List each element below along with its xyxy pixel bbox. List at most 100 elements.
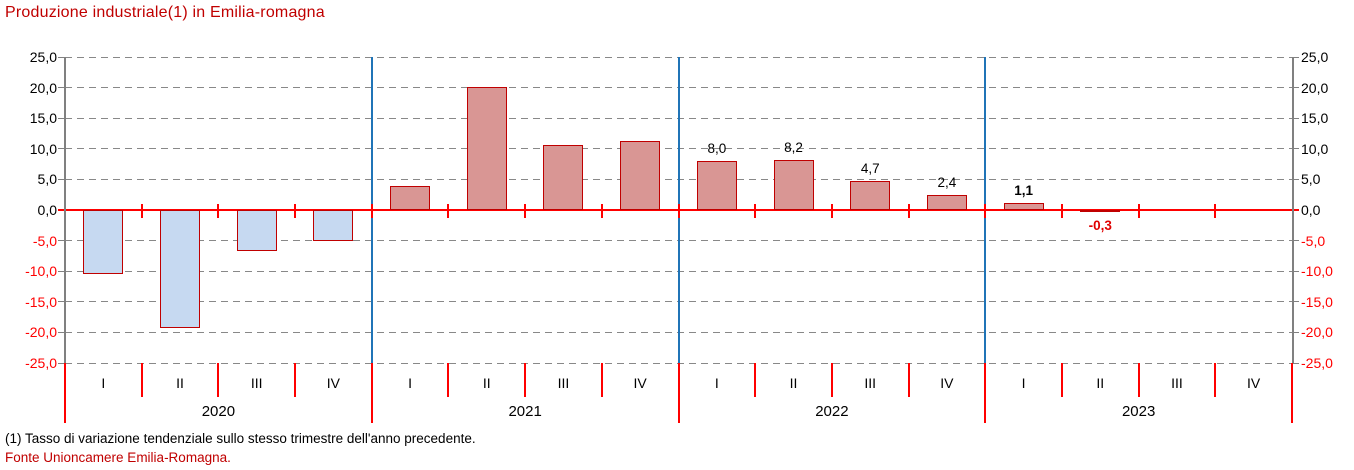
bar-2021-II	[466, 86, 507, 210]
zero-line-quarter-tick	[754, 204, 757, 218]
zero-line-quarter-tick	[1060, 204, 1063, 218]
zero-line-quarter-tick	[524, 204, 527, 218]
chart-title: Produzione industriale(1) in Emilia-roma…	[5, 4, 325, 21]
quarter-label: I	[408, 375, 413, 391]
y-tick-right	[1292, 331, 1299, 333]
year-label: 2021	[508, 403, 542, 420]
quarter-label: III	[250, 375, 263, 391]
y-axis-label-left: 25,0	[29, 49, 57, 65]
y-axis-label-left: 10,0	[29, 140, 57, 157]
y-tick-left	[58, 362, 65, 364]
y-tick-right	[1292, 362, 1299, 364]
y-axis-label-left: -10,0	[25, 263, 57, 280]
bar-2021-IV	[620, 140, 661, 210]
y-axis-label-right: 0,0	[1301, 202, 1321, 218]
year-divider-line	[1291, 363, 1293, 423]
y-tick-right	[1292, 56, 1299, 58]
zero-line-quarter-tick	[447, 204, 450, 218]
quarter-divider-line	[447, 363, 450, 397]
bar-2022-II	[773, 159, 814, 210]
bar-2023-I	[1003, 203, 1044, 210]
zero-line-quarter-tick	[830, 204, 833, 218]
y-tick-left	[58, 148, 65, 150]
bar-2021-III	[543, 144, 584, 210]
y-tick-left	[58, 331, 65, 333]
year-divider-line	[677, 363, 680, 423]
quarter-divider-line	[754, 363, 757, 397]
quarter-label: IV	[1247, 375, 1261, 391]
y-tick-left	[58, 240, 65, 242]
quarter-label: IV	[633, 375, 647, 391]
y-axis-label-right: -20,0	[1301, 324, 1333, 341]
y-axis-label-left: 15,0	[29, 110, 57, 127]
y-axis-label-left: -20,0	[25, 324, 57, 341]
quarter-label: I	[101, 375, 106, 391]
y-tick-right	[1292, 117, 1299, 119]
bar-2022-III	[850, 181, 891, 210]
y-tick-right	[1292, 301, 1299, 303]
quarter-label: III	[1171, 375, 1183, 391]
y-tick-right	[1292, 148, 1299, 150]
quarter-divider-line	[907, 363, 910, 397]
bar-value-label: 8,0	[707, 141, 727, 157]
quarter-label: IV	[326, 375, 341, 391]
y-tick-right	[1292, 178, 1299, 180]
zero-line-quarter-tick	[1137, 204, 1140, 218]
y-tick-left	[58, 87, 65, 89]
y-axis-label-left: 0,0	[37, 202, 57, 218]
quarter-label: II	[1096, 375, 1105, 391]
y-axis-label-left: -25,0	[25, 355, 57, 371]
zero-line-quarter-tick	[984, 204, 987, 218]
quarter-divider-line	[140, 363, 143, 397]
y-tick-left	[58, 178, 65, 180]
year-divider-line	[984, 363, 987, 423]
quarter-divider-line	[1137, 363, 1140, 397]
y-axis-label-left: -15,0	[25, 293, 57, 310]
y-tick-left	[58, 301, 65, 303]
year-divider-line	[64, 363, 66, 423]
y-axis-label-left: -5,0	[32, 232, 57, 249]
y-axis-label-right: -15,0	[1301, 293, 1333, 310]
zero-line-quarter-tick	[217, 204, 220, 218]
quarter-divider-line	[524, 363, 527, 397]
zero-line-quarter-tick	[907, 204, 910, 218]
year-label: 2022	[815, 403, 849, 420]
year-divider-line	[370, 363, 373, 423]
year-label: 2020	[201, 403, 236, 420]
quarter-label: III	[557, 375, 570, 391]
quarter-label: II	[482, 375, 491, 391]
plot-left-spine	[64, 57, 66, 363]
footnote-definition: (1) Tasso di variazione tendenziale sull…	[5, 431, 476, 446]
zero-line-quarter-tick	[1214, 204, 1217, 218]
zero-line-quarter-tick	[677, 204, 680, 218]
plot-right-spine	[1292, 57, 1294, 363]
y-tick-left	[58, 56, 65, 58]
bar-value-label: 2,4	[937, 175, 957, 191]
bar-value-label: 8,2	[784, 139, 803, 155]
y-axis-label-left: 20,0	[29, 79, 57, 96]
y-axis-label-right: 10,0	[1301, 140, 1329, 157]
bar-2020-IV	[313, 210, 354, 242]
y-axis-label-right: -25,0	[1301, 355, 1333, 371]
bar-value-label: -0,3	[1088, 217, 1112, 233]
y-tick-left	[58, 209, 65, 211]
y-tick-right	[1292, 270, 1299, 272]
quarter-label: III	[864, 375, 877, 391]
zero-line-quarter-tick	[140, 204, 143, 218]
zero-line-quarter-tick	[370, 204, 373, 218]
quarter-divider-line	[1060, 363, 1063, 397]
bar-value-label: 4,7	[860, 161, 880, 177]
y-axis-label-right: 25,0	[1301, 49, 1329, 65]
y-axis-label-right: 15,0	[1301, 110, 1329, 127]
bar-2023-II	[1080, 210, 1121, 212]
year-label: 2023	[1121, 403, 1156, 420]
quarter-divider-line	[1214, 363, 1217, 397]
quarter-label: IV	[940, 375, 954, 391]
quarter-divider-line	[830, 363, 833, 397]
y-tick-left	[58, 117, 65, 119]
quarter-label: I	[1021, 375, 1026, 391]
zero-line-quarter-tick	[294, 204, 297, 218]
y-axis-label-right: -5,0	[1301, 232, 1326, 249]
